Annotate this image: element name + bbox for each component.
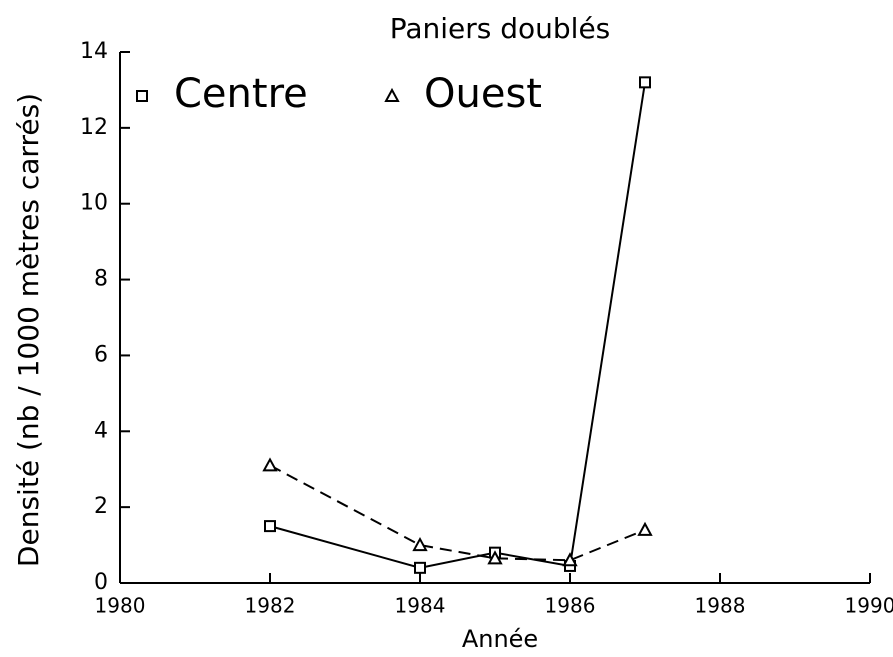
y-tick-label: 12 bbox=[80, 115, 108, 140]
marker-triangle bbox=[412, 536, 428, 552]
x-tick-label: 1980 bbox=[95, 594, 146, 618]
x-tick-label: 1982 bbox=[245, 594, 296, 618]
x-axis-label: Année bbox=[462, 625, 538, 653]
y-tick-label: 4 bbox=[94, 418, 108, 443]
series-line bbox=[269, 464, 646, 562]
y-tick-label: 14 bbox=[80, 39, 108, 64]
y-tick-label: 6 bbox=[94, 342, 108, 367]
marker-triangle bbox=[384, 87, 400, 102]
x-tick-label: 1988 bbox=[695, 594, 746, 618]
y-tick-label: 10 bbox=[80, 191, 108, 216]
y-axis-label: Densité (nb / 1000 mètres carrés) bbox=[12, 93, 45, 567]
marker-triangle bbox=[262, 457, 278, 472]
marker-square bbox=[639, 76, 651, 89]
marker-square bbox=[264, 520, 276, 533]
marker-square bbox=[414, 561, 426, 574]
x-tick-label: 1990 bbox=[845, 594, 893, 618]
marker-square bbox=[136, 90, 148, 102]
y-tick-label: 8 bbox=[94, 267, 108, 292]
legend-label: Centre bbox=[174, 71, 308, 117]
x-tick-label: 1986 bbox=[545, 594, 596, 618]
marker-triangle bbox=[637, 521, 653, 536]
y-tick-label: 0 bbox=[94, 570, 108, 595]
legend-label: Ouest bbox=[424, 71, 542, 117]
marker-triangle bbox=[562, 552, 578, 567]
y-tick-label: 2 bbox=[94, 494, 108, 519]
marker-triangle bbox=[487, 550, 503, 565]
x-tick-label: 1984 bbox=[395, 594, 446, 618]
chart-title: Paniers doublés bbox=[390, 12, 611, 45]
